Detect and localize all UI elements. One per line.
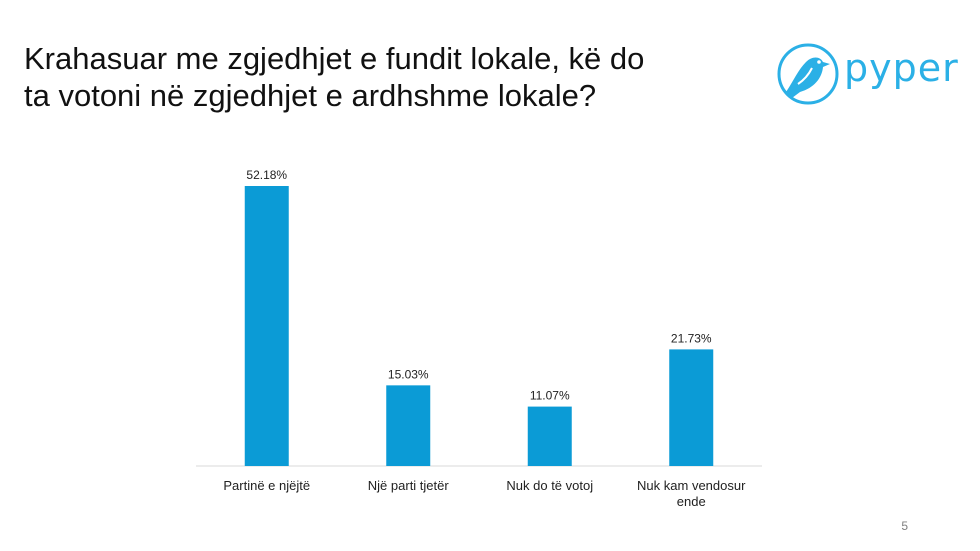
title-line-1: Krahasuar me zgjedhjet e fundit lokale, … <box>24 41 645 76</box>
data-label-2: 15.03% <box>388 367 429 381</box>
bar-1 <box>244 186 289 466</box>
data-label-3: 11.07% <box>530 389 570 403</box>
category-label-1: Partinë e njëjtë <box>223 478 310 493</box>
bird-icon <box>777 43 839 105</box>
page-number: 5 <box>901 519 908 533</box>
category-label-3: Nuk do të votoj <box>506 478 593 493</box>
bar-3 <box>527 406 572 466</box>
bar-4 <box>669 349 714 466</box>
page-title: Krahasuar me zgjedhjet e fundit lokale, … <box>24 40 754 114</box>
category-label-4: Nuk kam vendosur ende <box>637 478 746 509</box>
data-label-1: 52.18% <box>246 168 287 182</box>
category-label-2: Një parti tjetër <box>368 478 450 493</box>
pyper-logo: pyper <box>776 40 966 110</box>
data-label-4: 21.73% <box>671 331 712 345</box>
bar-2 <box>386 385 431 466</box>
title-line-2: ta votoni në zgjedhjet e ardhshme lokale… <box>24 78 597 113</box>
logo-wordmark: pyper <box>844 46 959 90</box>
